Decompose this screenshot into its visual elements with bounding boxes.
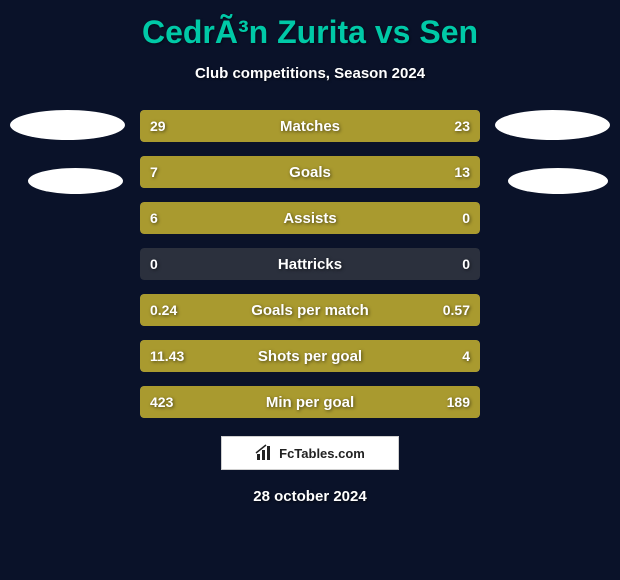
stat-row: 713Goals [140,156,480,188]
right-player-col [490,110,610,418]
player-photo-placeholder [508,168,608,194]
chart-icon [255,444,273,462]
page-subtitle: Club competitions, Season 2024 [0,65,620,82]
stat-row: 00Hattricks [140,248,480,280]
stat-label: Hattricks [140,248,480,280]
left-player-col [10,110,130,418]
comparison-content: 2923Matches 713Goals 60Assists 00Hattricks 0… [0,110,620,418]
brand-badge[interactable]: FcTables.com [221,436,399,470]
stat-row: 11.434Shots per goal [140,340,480,372]
stat-label: Goals per match [140,294,480,326]
stat-label: Assists [140,202,480,234]
stat-label: Matches [140,110,480,142]
footer-date: 28 october 2024 [0,488,620,505]
stat-row: 423189Min per goal [140,386,480,418]
stat-label: Min per goal [140,386,480,418]
brand-text: FcTables.com [279,446,365,461]
stat-row: 2923Matches [140,110,480,142]
player-photo-placeholder [28,168,123,194]
player-photo-placeholder [495,110,610,140]
stat-bars: 2923Matches 713Goals 60Assists 00Hattricks 0… [140,110,480,418]
stat-row: 0.240.57Goals per match [140,294,480,326]
stat-label: Shots per goal [140,340,480,372]
stat-label: Goals [140,156,480,188]
player-photo-placeholder [10,110,125,140]
page-title: CedrÃ³n Zurita vs Sen [0,0,620,51]
stat-row: 60Assists [140,202,480,234]
